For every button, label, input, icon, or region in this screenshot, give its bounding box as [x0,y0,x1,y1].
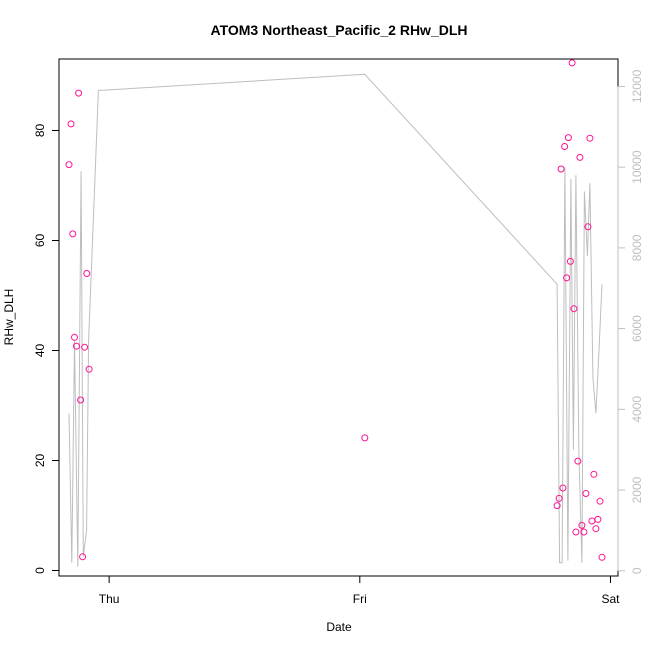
data-point [563,274,571,282]
y-tick-label: 60 [33,234,47,248]
x-tick-label: Thu [99,592,120,606]
y2-tick-label: 8000 [630,234,644,261]
data-point [572,528,580,536]
data-point [555,494,563,502]
x-axis-label: Date [326,620,352,634]
data-point [590,470,598,478]
data-point [77,396,85,404]
series-points-group [65,59,606,561]
x-axis: Thu Fri Sat [99,576,620,606]
data-point [582,490,590,497]
y2-tick-label: 2000 [630,476,644,503]
data-point [598,553,606,561]
y2-tick-label: 6000 [630,315,644,342]
data-point [81,343,89,351]
series-line-group [68,73,603,567]
data-point [79,553,87,561]
data-point [561,143,569,150]
x-tick-label: Sat [601,592,620,606]
data-point [65,161,73,169]
data-point [559,484,567,492]
data-point [568,59,576,67]
data-point [586,134,594,142]
y2-tick-label: 4000 [630,396,644,423]
y-tick-label: 20 [33,454,47,468]
data-point [578,521,586,529]
data-point [73,342,80,350]
data-point [71,333,78,341]
data-point [576,153,584,161]
data-point [67,120,75,128]
y-tick-label: 40 [33,344,47,358]
series-line [68,73,603,567]
data-point [75,89,83,97]
data-point [85,365,93,373]
data-point [361,434,369,442]
data-point [580,528,588,536]
data-point [83,270,91,277]
y2-tick-label: 0 [630,567,644,574]
data-point [69,230,77,238]
y-tick-label: 0 [33,567,47,574]
data-point [570,305,578,313]
plot-frame [58,58,619,577]
y-axis-left: 0 20 40 60 80 [33,124,60,574]
data-point [553,502,561,510]
data-point [584,223,592,231]
data-point [557,165,565,173]
y2-tick-label: 10000 [630,150,644,184]
data-point [574,457,582,465]
y-axis-label: RHw_DLH [2,289,16,346]
data-point [588,517,596,525]
y2-tick-label: 12000 [630,69,644,103]
data-point [566,257,574,265]
y-axis-right: 0 2000 4000 6000 8000 10000 12000 [617,69,644,574]
data-point [594,515,602,523]
data-point [596,497,604,505]
x-tick-label: Fri [353,592,367,606]
y-tick-label: 80 [33,124,47,138]
chart-title: ATOM3 Northeast_Pacific_2 RHw_DLH [211,22,468,38]
data-point [564,134,572,142]
data-point [592,525,600,533]
